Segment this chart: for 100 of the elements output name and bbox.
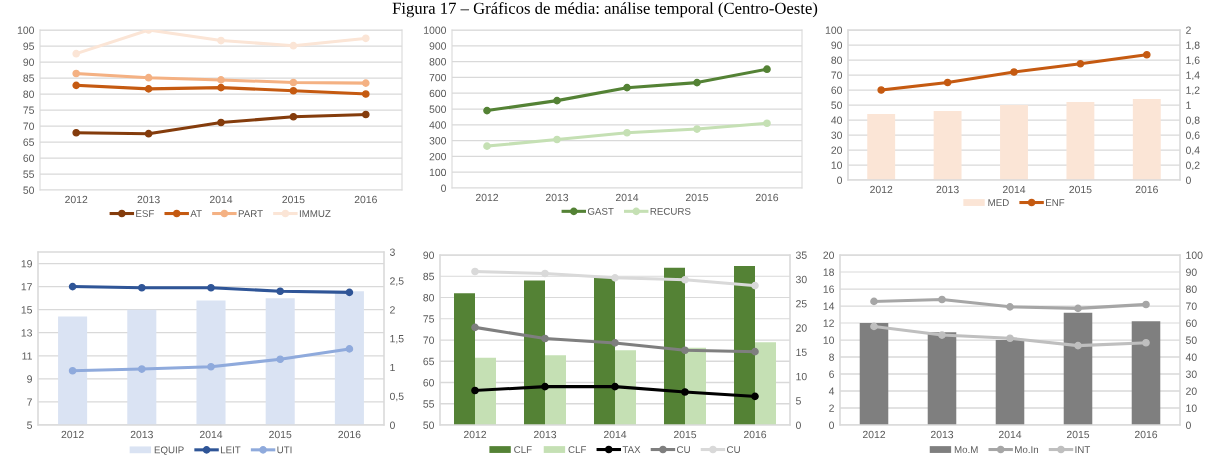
y2-tick-label: 35 [795, 251, 807, 259]
y2-tick-label: 15 [796, 348, 807, 357]
y-tick-label: 50 [831, 101, 843, 109]
y2-tick-label: 25 [796, 300, 807, 308]
y-tick-label: 500 [429, 105, 447, 113]
point [144, 85, 153, 93]
y-tick-label: 100 [429, 168, 447, 177]
point [137, 365, 146, 373]
point [943, 78, 952, 87]
x-tick-label: 2014 [603, 430, 627, 439]
y2-tick-label: 0 [389, 421, 395, 429]
y-tick-label: 75 [23, 106, 35, 114]
y-tick-label: 90 [23, 58, 35, 66]
y2-tick-label: 0 [1185, 176, 1191, 184]
point [207, 362, 215, 371]
y2-tick-label: 0,8 [1185, 116, 1200, 126]
legend-label: TAX [622, 446, 641, 453]
point [361, 79, 370, 87]
y-tick-label: 50 [423, 421, 435, 429]
y2-tick-label: 2,5 [390, 277, 404, 286]
point [361, 90, 370, 98]
y-tick-label: 60 [23, 154, 35, 162]
point [1010, 68, 1018, 76]
x-tick-label: 2015 [1069, 185, 1092, 194]
legend-label: CLF [514, 446, 532, 454]
y-tick-label: 65 [23, 138, 35, 146]
point [681, 275, 689, 284]
point [217, 83, 225, 92]
legend-label: INT [1075, 446, 1091, 453]
point [68, 282, 77, 291]
y2-tick-label: 70 [1186, 302, 1197, 310]
y-tick-label: 13 [21, 329, 32, 337]
legend-label: CU [677, 446, 690, 454]
bar [933, 111, 962, 180]
x-tick-label: 2015 [685, 193, 709, 202]
point [681, 346, 689, 355]
y-tick-label: 11 [22, 352, 32, 360]
point [217, 118, 225, 127]
point [1074, 304, 1082, 313]
y2-tick-label: 1,6 [1186, 56, 1200, 66]
bar [1132, 99, 1161, 180]
x-tick-label: 2016 [338, 430, 361, 439]
point [611, 339, 619, 347]
y-tick-label: 1000 [424, 26, 447, 34]
legend-label: UTI [277, 446, 292, 454]
y-tick-label: 70 [423, 336, 435, 344]
legend-label: GAST [587, 207, 614, 215]
point [1074, 341, 1082, 350]
y-tick-label: 60 [831, 86, 843, 94]
y2-tick-label: 1,8 [1186, 41, 1200, 51]
point [72, 49, 81, 58]
y-tick-label: 300 [429, 137, 447, 145]
y-tick-label: 85 [423, 272, 435, 281]
x-tick-label: 2016 [1134, 430, 1158, 439]
y-tick-label: 65 [423, 357, 435, 366]
point [471, 323, 479, 332]
y2-tick-label: 2 [390, 306, 395, 314]
point [345, 345, 354, 353]
point [217, 36, 225, 45]
y-tick-label: 55 [423, 400, 435, 408]
x-tick-label: 2013 [130, 430, 153, 439]
point [217, 76, 225, 84]
point [483, 142, 491, 150]
point [483, 106, 491, 115]
x-tick-label: 2012 [65, 195, 88, 204]
point [361, 110, 370, 119]
point [345, 288, 354, 297]
point [1142, 338, 1150, 347]
legend-label: IMMUZ [299, 210, 331, 218]
x-tick-label: 2014 [1002, 185, 1026, 194]
y2-tick-label: 0 [1185, 421, 1191, 429]
y2-tick-label: 1,2 [1186, 86, 1200, 96]
y-tick-label: 40 [831, 116, 843, 124]
y-tick-label: 5 [27, 421, 33, 429]
y-tick-label: 80 [831, 56, 843, 64]
y-tick-label: 90 [423, 251, 435, 259]
y-tick-label: 200 [429, 152, 447, 161]
point [361, 34, 370, 43]
x-tick-label: 2015 [269, 430, 292, 439]
y2-tick-label: 0,4 [1185, 146, 1200, 156]
point [553, 135, 561, 144]
point [681, 388, 689, 396]
bar [995, 340, 1025, 425]
y-tick-label: 700 [429, 73, 447, 82]
y-tick-label: 900 [429, 42, 447, 50]
point [289, 86, 298, 95]
point [1142, 50, 1151, 59]
y2-tick-label: 0,5 [389, 392, 404, 402]
point [72, 69, 81, 78]
legend-label: MED [988, 199, 1009, 206]
y2-tick-label: 40 [1185, 353, 1197, 361]
point [763, 119, 771, 128]
y-tick-label: 75 [423, 315, 435, 323]
y-tick-label: 55 [23, 170, 35, 178]
x-tick-label: 2016 [354, 195, 377, 204]
y-tick-label: 19 [21, 260, 32, 268]
point [623, 128, 631, 137]
y-tick-label: 0 [829, 421, 835, 429]
y-tick-label: 18 [823, 268, 834, 276]
legend-label: Mo.In [1015, 446, 1038, 454]
